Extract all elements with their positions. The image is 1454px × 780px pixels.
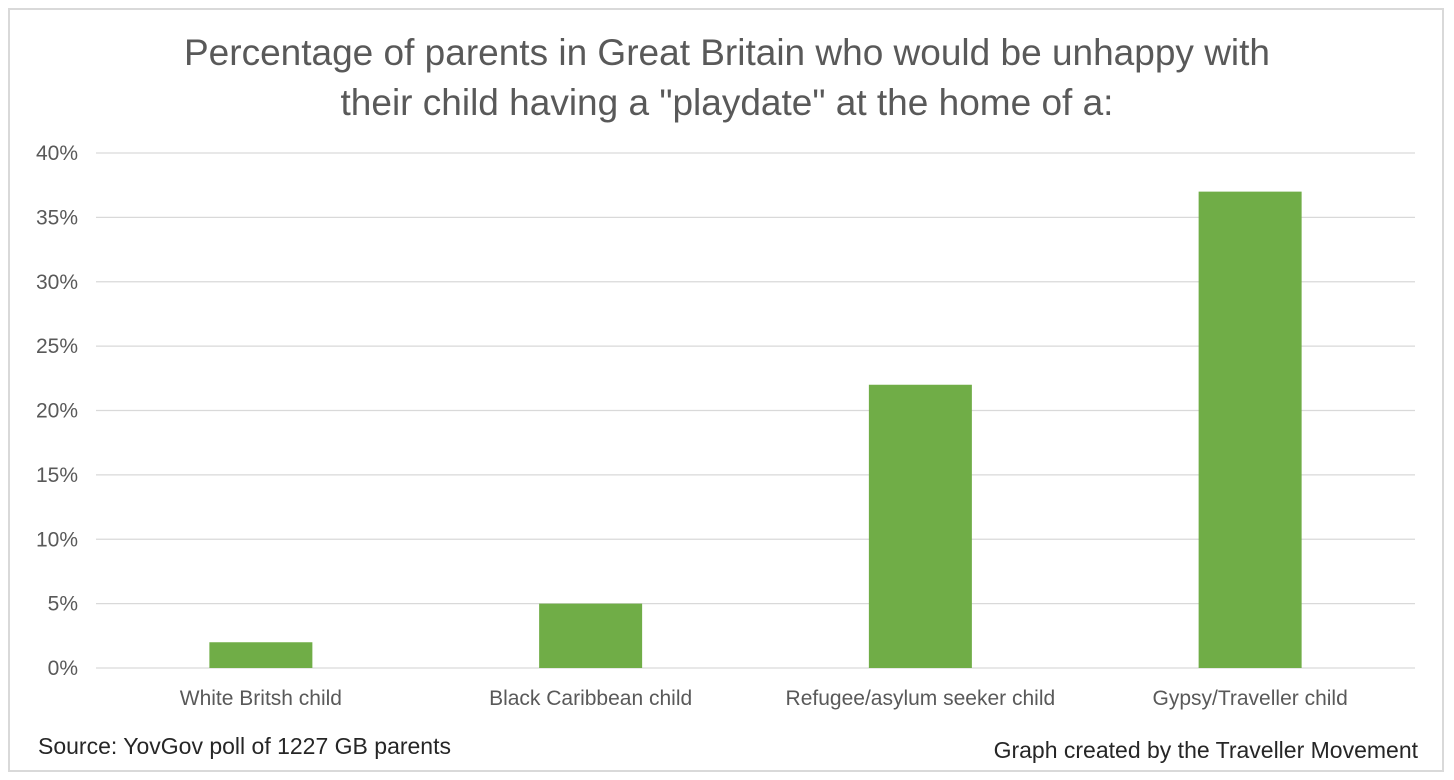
y-tick-label: 35% [36, 206, 78, 229]
chart-title-line-2: their child having a "playdate" at the h… [340, 82, 1114, 123]
y-tick-label: 15% [36, 464, 78, 487]
y-tick-label: 10% [36, 528, 78, 551]
bar-2 [868, 384, 972, 668]
source-note: Source: YovGov poll of 1227 GB parents [38, 733, 451, 759]
credit-note: Graph created by the Traveller Movement [993, 737, 1418, 763]
y-tick-label: 30% [36, 271, 78, 294]
bar-0 [209, 642, 313, 668]
x-tick-label: White Britsh child [180, 687, 342, 710]
x-tick-label: Refugee/asylum seeker child [786, 687, 1056, 710]
y-tick-label: 20% [36, 400, 78, 423]
bar-1 [539, 603, 643, 668]
chart-title-line-1: Percentage of parents in Great Britain w… [184, 32, 1270, 73]
x-tick-label: Gypsy/Traveller child [1152, 687, 1347, 710]
chart-title: Percentage of parents in Great Britain w… [0, 28, 1454, 128]
y-tick-label: 0% [48, 657, 78, 680]
y-tick-label: 5% [48, 593, 78, 616]
bar-3 [1198, 191, 1302, 668]
y-tick-label: 40% [36, 142, 78, 165]
y-tick-label: 25% [36, 335, 78, 358]
x-tick-label: Black Caribbean child [489, 687, 692, 710]
